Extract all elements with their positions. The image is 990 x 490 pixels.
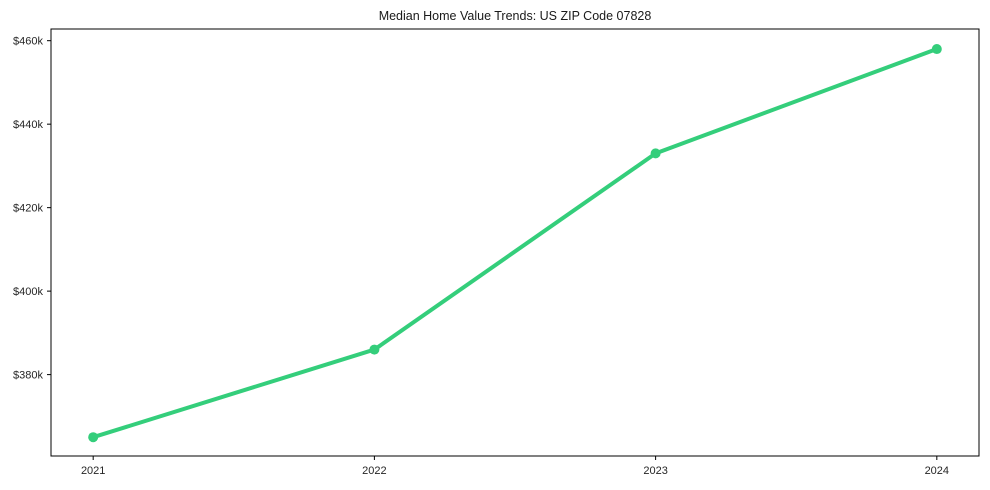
x-tick-label: 2024 — [925, 465, 949, 477]
series-line — [91, 47, 939, 440]
data-point-marker — [88, 432, 99, 443]
y-tick-label: $400k — [13, 286, 43, 298]
y-tick-label: $380k — [13, 370, 43, 382]
series-layer — [88, 44, 942, 443]
axes-layer: 2021 2022 2023 2024 $380k $400k $420k $440k $460… — [13, 36, 949, 477]
data-point-marker — [369, 344, 380, 355]
data-point-marker — [931, 44, 942, 55]
x-tick-label: 2021 — [81, 465, 105, 477]
x-tick-label: 2023 — [643, 465, 667, 477]
y-tick-label: $460k — [13, 36, 43, 48]
y-tick-label: $440k — [13, 119, 43, 131]
plot-border — [50, 28, 980, 457]
x-tick-label: 2022 — [362, 465, 386, 477]
chart-title: Median Home Value Trends: US ZIP Code 07… — [379, 9, 652, 23]
y-tick-label: $420k — [13, 203, 43, 215]
data-point-marker — [650, 148, 661, 159]
